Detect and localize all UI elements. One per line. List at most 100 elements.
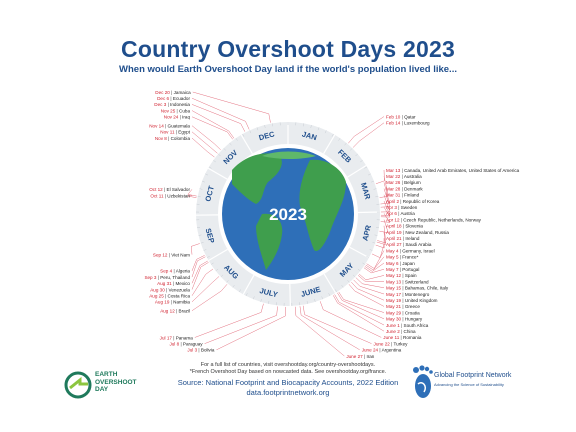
entry-label: April 27 | Saudi Arabia (386, 242, 432, 247)
entry-date: May 12 (386, 273, 402, 278)
entry-leader-line (187, 195, 197, 198)
day-tick (321, 296, 323, 300)
month-label: SEP (204, 227, 217, 244)
entry-country: Ecuador (173, 96, 191, 101)
entry-separator: | (156, 275, 160, 280)
entry-country: Iran (366, 354, 374, 359)
entry-country: Croatia (405, 310, 420, 315)
entry-date: Dec 6 (157, 96, 169, 101)
eod-logo-ring (64, 371, 92, 399)
entry-date: April 21 (386, 236, 402, 241)
day-tick (338, 138, 341, 141)
entry-date: June 2 (386, 329, 400, 334)
entry-leader-line (380, 207, 391, 218)
entry-date: Jul 17 (160, 335, 173, 340)
entry-country: Finland (404, 193, 420, 198)
entry-label: June 1 | South Africa (386, 323, 429, 328)
entry-label: Jul 8 | Paraguay (169, 341, 203, 346)
entry-date: Aug 19 (155, 300, 170, 305)
entry-date: Sep 4 (160, 269, 172, 274)
day-tick (335, 289, 338, 293)
entry-country: Slovenia (405, 224, 423, 229)
entry-separator: | (401, 310, 405, 315)
entry-separator: | (402, 236, 406, 241)
entry-date: May 29 (386, 310, 402, 315)
eod-logo-text: EARTH OVERSHOOT DAY (95, 371, 137, 394)
entry-country: Spain (405, 273, 417, 278)
day-tick (314, 298, 316, 302)
day-tick (215, 268, 219, 272)
entry-separator: | (400, 217, 404, 222)
entry-country: Uzbekistan (167, 193, 190, 198)
entry-leader-line (191, 97, 250, 130)
entry-label: Aug 30 | Venezuela (150, 287, 190, 292)
gfn-name: Global Footprint Network (434, 372, 512, 379)
entry-label: Sep 3 | Peru, Thailand (144, 275, 190, 280)
day-tick (223, 148, 226, 151)
month-label: APR (361, 224, 374, 242)
globe: 2023 (222, 148, 354, 280)
entry-leader-line (348, 284, 385, 307)
day-tick (350, 148, 353, 151)
month-label: OCT (203, 184, 216, 202)
entry-label: Mar 28 | Denmark (386, 186, 423, 191)
entry-date: Feb 14 (386, 121, 401, 126)
month-divider (347, 164, 367, 178)
entry-leader-line (319, 301, 382, 338)
entry-date: May 19 (386, 298, 402, 303)
entry-separator: | (378, 348, 382, 353)
entry-date: Aug 12 (160, 309, 175, 314)
entry-leader-line (294, 306, 345, 357)
entry-date: Nov 14 (149, 123, 164, 128)
entry-label: June 24 | Argentina (362, 348, 402, 353)
entry-label: May 15 | Bahamas, Chile, Italy (386, 286, 449, 291)
entry-label: Aug 12 | Brazil (160, 309, 190, 314)
entry-label: Oct 12 | El Salvador (149, 187, 190, 192)
entry-leader-line (204, 306, 278, 344)
entry-separator: | (175, 309, 179, 314)
entry-leader-line (376, 231, 386, 246)
entry-label: April 18 | Slovenia (386, 224, 423, 229)
entry-country: Bolivia (201, 348, 215, 353)
entry-date: May 17 (386, 292, 402, 297)
entry-separator: | (399, 248, 403, 253)
entry-date: Apr 12 (386, 217, 400, 222)
entry-date: Jul 3 (187, 348, 197, 353)
entry-label: Dec 20 | Jamaica (155, 90, 191, 95)
month-label: DEC (258, 129, 276, 142)
entry-country: South Africa (404, 323, 429, 328)
entry-label: Mar 22 | Australia (386, 174, 422, 179)
day-tick (203, 249, 207, 251)
entry-label: Nov 24 | Iraq (164, 115, 191, 120)
entry-date: Aug 25 (149, 293, 164, 298)
entry-leader-line (351, 281, 385, 301)
entry-separator: | (400, 323, 404, 328)
entry-separator: | (163, 187, 167, 192)
day-tick (199, 188, 203, 190)
entry-date: April 2 (386, 199, 399, 204)
day-tick (302, 123, 305, 127)
entry-country: Costa Rica (168, 293, 191, 298)
entry-leader-line (333, 295, 385, 332)
entry-leader-line (365, 256, 385, 271)
entry-date: Sep 3 (144, 275, 156, 280)
entry-date: June 11 (383, 335, 399, 340)
day-tick (220, 274, 224, 278)
entry-country: Sweden (401, 205, 418, 210)
entry-leader-line (380, 213, 391, 223)
entry-country: New Zealand, Russia (405, 230, 449, 235)
entry-label: Jul 17 | Panama (160, 335, 194, 340)
day-tick (362, 262, 366, 265)
entry-date: Oct 11 (150, 193, 164, 198)
entry-country: Switzerland (405, 279, 429, 284)
day-tick (238, 289, 241, 293)
entry-date: Mar 26 (386, 180, 401, 185)
day-tick (235, 138, 238, 141)
entry-leader-line (380, 188, 391, 208)
entry-separator: | (400, 114, 404, 119)
entry-date: Nov 11 (160, 130, 175, 135)
entry-leader-line (364, 262, 385, 272)
entry-country: Montenegro (405, 292, 430, 297)
entry-leader-line (191, 255, 205, 271)
